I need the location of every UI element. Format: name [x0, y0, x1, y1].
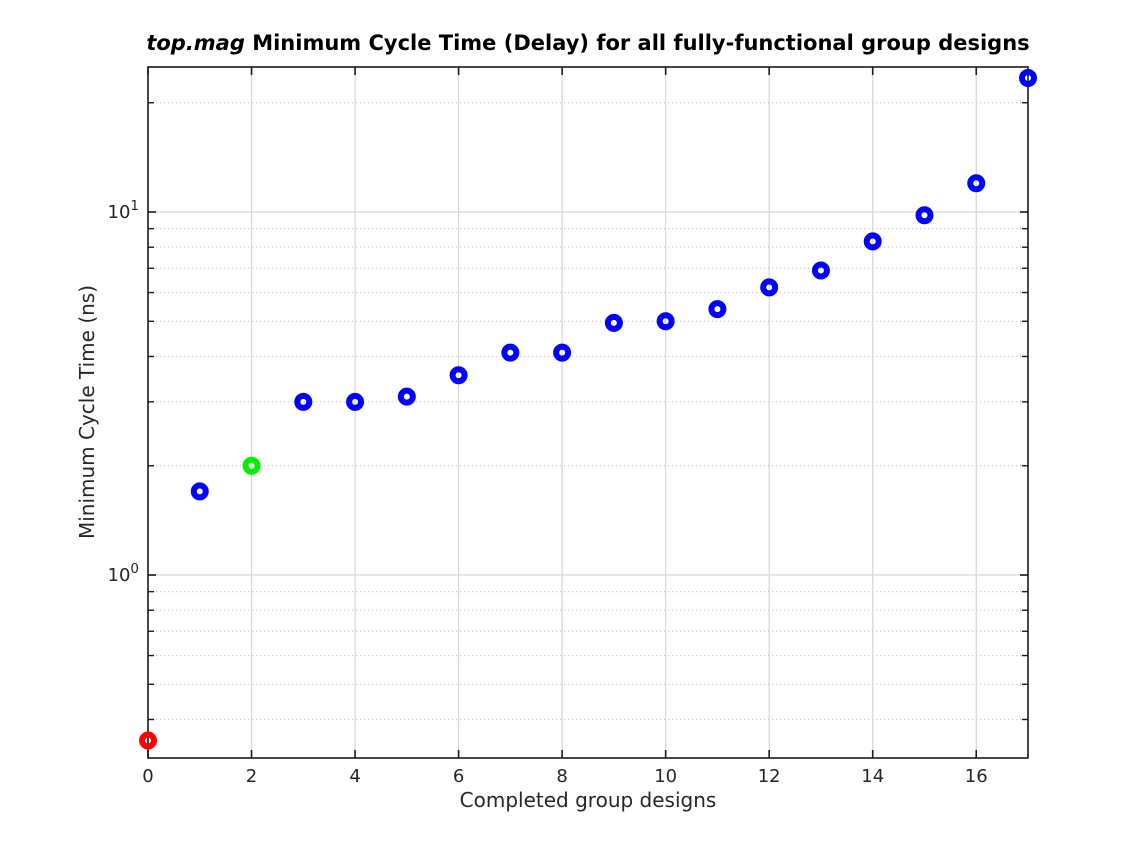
- data-point: [604, 313, 623, 332]
- x-tick-label: 0: [142, 766, 153, 787]
- data-point: [190, 482, 209, 501]
- data-point: [501, 343, 520, 362]
- plot-border: [147, 66, 1029, 759]
- data-point: [553, 343, 572, 362]
- x-tick-label: 14: [861, 766, 884, 787]
- data-point: [760, 278, 779, 297]
- chart-title-filename: top.mag: [146, 31, 245, 55]
- x-tick-label: 12: [758, 766, 781, 787]
- data-point: [346, 392, 365, 411]
- y-tick-label: 100: [108, 561, 140, 586]
- data-point: [863, 232, 882, 251]
- y-axis-label: Minimum Cycle Time (ns): [75, 284, 99, 540]
- data-point: [1019, 68, 1037, 87]
- data-point: [139, 731, 157, 750]
- data-point: [449, 366, 468, 385]
- data-point: [915, 206, 934, 225]
- x-tick-label: 6: [453, 766, 464, 787]
- chart-title: top.mag Minimum Cycle Time (Delay) for a…: [146, 31, 1029, 55]
- data-point: [242, 456, 261, 475]
- data-point: [708, 300, 727, 319]
- chart-title-text: Minimum Cycle Time (Delay) for all fully…: [244, 31, 1030, 55]
- x-tick-label: 16: [965, 766, 988, 787]
- data-point: [967, 174, 986, 193]
- data-point: [811, 261, 830, 280]
- data-point: [656, 312, 675, 331]
- x-tick-label: 2: [246, 766, 257, 787]
- x-tick-label: 8: [556, 766, 567, 787]
- data-point: [397, 387, 416, 406]
- x-tick-label: 4: [349, 766, 360, 787]
- data-point: [294, 392, 313, 411]
- x-tick-label: 10: [654, 766, 677, 787]
- y-tick-label: 101: [108, 198, 140, 223]
- x-axis-label: Completed group designs: [459, 788, 717, 812]
